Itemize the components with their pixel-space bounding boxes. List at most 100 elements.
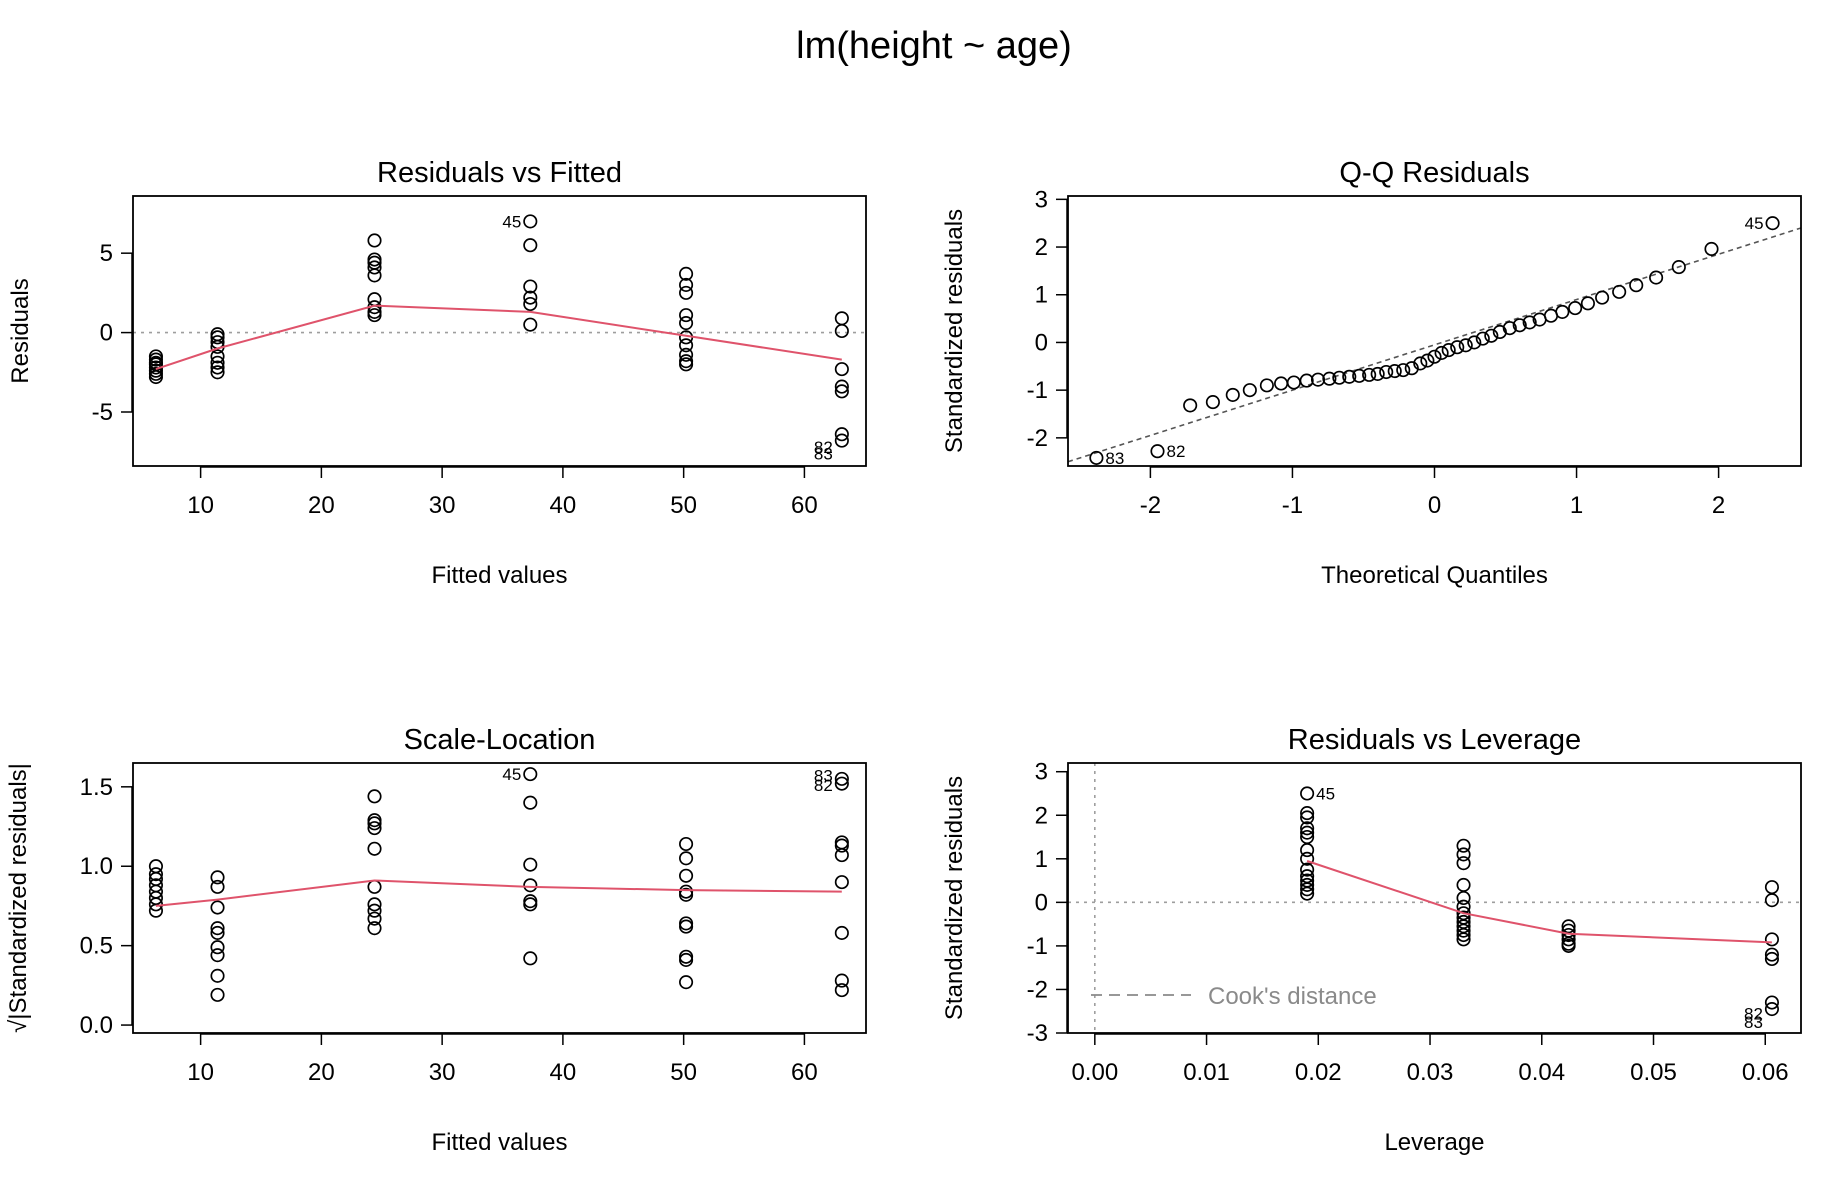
- data-point: [834, 323, 849, 339]
- data-point: [367, 789, 382, 804]
- data-point: [1568, 301, 1583, 316]
- y-tick-label: 0: [1035, 329, 1048, 356]
- data-point: [148, 867, 163, 882]
- data-point: [1512, 318, 1527, 333]
- data-point: [1595, 290, 1610, 305]
- data-point: [1764, 995, 1779, 1010]
- data-point: [210, 330, 225, 345]
- data-point: [523, 951, 538, 966]
- x-axis: 0.00 0.01 0.02 0.03 0.04 0.05 0.06: [1071, 1033, 1789, 1086]
- x-axis-label: Theoretical Quantiles: [1321, 562, 1548, 589]
- data-point: [523, 857, 538, 872]
- data-point: [210, 968, 225, 983]
- data-point: [834, 362, 849, 377]
- y-axis: -5 0 5: [92, 240, 133, 426]
- y-tick-label: 3: [1035, 759, 1048, 786]
- data-point: [1456, 877, 1471, 892]
- data-point: [1310, 372, 1326, 387]
- data-point: [367, 816, 382, 831]
- data-point: [679, 851, 694, 866]
- data-point: [1379, 364, 1394, 380]
- data-point: [1456, 890, 1471, 906]
- data-point: [210, 879, 225, 894]
- data-point: [523, 767, 538, 782]
- x-tick-label: 50: [670, 492, 697, 519]
- data-point: [1300, 851, 1315, 866]
- data-point: [1441, 343, 1456, 358]
- data-point: [834, 771, 849, 786]
- data-point: [1300, 806, 1315, 821]
- y-axis-label: Standardized residuals: [941, 209, 968, 453]
- point-label: 82: [814, 776, 833, 795]
- plot-frame: [132, 762, 867, 1034]
- data-point: [1420, 353, 1435, 368]
- data-point: [1765, 216, 1780, 231]
- x-tick-label: 60: [791, 1059, 818, 1086]
- data-point: [834, 776, 849, 791]
- data-point: [1300, 821, 1315, 836]
- data-point: [1561, 927, 1576, 943]
- data-point: [1456, 927, 1471, 943]
- x-tick-label: 0.02: [1295, 1059, 1342, 1086]
- data-point: [1205, 395, 1220, 410]
- x-tick-label: 20: [308, 492, 335, 519]
- x-tick-label: 60: [791, 492, 818, 519]
- point-label: 45: [1316, 784, 1335, 803]
- data-point: [1764, 1001, 1779, 1017]
- data-point: [1352, 368, 1367, 383]
- data-point: [523, 214, 538, 229]
- data-point: [1300, 810, 1315, 825]
- data-point: [523, 290, 538, 305]
- data-point: [1362, 367, 1377, 382]
- data-point: [210, 921, 225, 936]
- x-tick-label: 0.01: [1183, 1059, 1230, 1086]
- data-point: [1259, 378, 1274, 393]
- x-tick-label: 30: [429, 1059, 456, 1086]
- data-point: [679, 316, 694, 331]
- data-point: [679, 357, 694, 372]
- data-point: [1764, 880, 1779, 895]
- x-tick-label: 20: [308, 1059, 335, 1086]
- data-point: [834, 379, 849, 394]
- x-tick-label: 2: [1712, 492, 1725, 519]
- point-label: 83: [1744, 1013, 1763, 1032]
- plot-frame: [1067, 195, 1802, 467]
- x-tick-label: 0.05: [1630, 1059, 1677, 1086]
- data-point: [1300, 825, 1315, 840]
- data-point: [1580, 296, 1595, 311]
- data-point: [1467, 335, 1482, 350]
- y-axis-label: Residuals: [7, 278, 34, 383]
- data-point: [210, 365, 225, 380]
- y-tick-label: 3: [1035, 186, 1048, 213]
- data-point: [1300, 882, 1315, 897]
- data-point: [1225, 387, 1240, 402]
- y-tick-label: 1.5: [80, 774, 113, 801]
- y-tick-label: -3: [1027, 1020, 1048, 1047]
- point-label: 83: [814, 767, 833, 786]
- point-label: 82: [1166, 442, 1185, 461]
- y-tick-label: -2: [1027, 425, 1048, 452]
- data-point: [679, 868, 694, 883]
- y-tick-label: 0.5: [80, 933, 113, 960]
- x-tick-label: 50: [670, 1059, 697, 1086]
- y-tick-label: 0: [100, 320, 113, 347]
- data-point: [679, 919, 694, 934]
- y-tick-label: 1: [1035, 846, 1048, 873]
- data-point: [1242, 383, 1257, 398]
- y-axis-label: Standardized residuals: [941, 776, 968, 1020]
- data-point: [210, 349, 225, 364]
- data-point: [1456, 856, 1471, 871]
- y-tick-label: 5: [100, 240, 113, 267]
- x-tick-label: 0.03: [1407, 1059, 1454, 1086]
- y-tick-label: -2: [1027, 976, 1048, 1003]
- data-point: [1434, 345, 1449, 360]
- panel-title: Residuals vs Fitted: [377, 157, 622, 189]
- data-point: [523, 897, 538, 912]
- data-point: [1274, 376, 1289, 391]
- data-point: [148, 903, 163, 918]
- x-axis-label: Fitted values: [431, 1129, 567, 1156]
- x-tick-label: 10: [187, 1059, 214, 1086]
